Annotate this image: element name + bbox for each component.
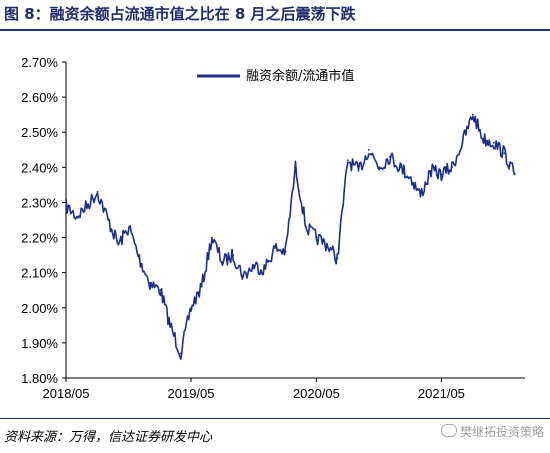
chat-bubble-icon (440, 424, 457, 437)
line-chart: 2.70% 2.60% 2.50% 2.40% 2.30% 2.20% 2.10% 2.00%… (21, 55, 525, 401)
data-point (179, 352, 182, 355)
legend-label: 融资余额/流通市值 (246, 68, 354, 84)
chart-axes (65, 62, 525, 379)
data-point (367, 148, 370, 151)
data-point (253, 264, 256, 267)
data-point (274, 247, 276, 250)
data-point (128, 226, 130, 228)
data-points (65, 113, 516, 355)
data-point (513, 173, 516, 176)
series-line (65, 115, 516, 360)
y-tick-label: 2.70% (21, 55, 58, 70)
data-point (410, 177, 412, 179)
data-point (107, 219, 109, 221)
y-tick-label: 2.20% (21, 231, 58, 246)
legend: 融资余额/流通市值 (197, 68, 354, 84)
data-point (336, 257, 339, 260)
x-axis-ticks: 2018/05 2019/05 2020/05 2021/05 (43, 378, 465, 401)
data-point (378, 166, 381, 169)
data-point (200, 285, 203, 288)
data-point (492, 141, 495, 144)
y-tick-label: 2.60% (21, 90, 58, 105)
title-divider (0, 29, 550, 31)
data-point (221, 261, 224, 263)
data-point (294, 166, 297, 169)
y-tick-label: 2.50% (21, 125, 58, 140)
data-point (263, 268, 266, 271)
data-point (440, 173, 443, 176)
x-tick-label: 2020/05 (293, 386, 340, 401)
y-tick-label: 2.40% (21, 160, 58, 175)
watermark: 樊继拓投资策略 (440, 423, 544, 440)
data-point (242, 275, 245, 278)
data-point (190, 306, 192, 309)
data-point (65, 205, 67, 207)
data-point (232, 254, 235, 256)
y-tick-label: 1.90% (21, 336, 58, 351)
y-tick-label: 2.00% (21, 301, 58, 316)
data-point (357, 169, 360, 172)
data-point (347, 159, 349, 162)
figure-title: 图 8：融资余额占流通市值之比在 8 月之后震荡下跌 (4, 5, 356, 23)
data-point (138, 257, 141, 260)
x-tick-label: 2021/05 (418, 386, 465, 401)
y-tick-label: 2.30% (21, 195, 58, 210)
source-divider (0, 418, 550, 419)
data-point (430, 169, 432, 172)
data-point (305, 226, 307, 228)
data-point (96, 191, 99, 193)
data-point (211, 236, 213, 239)
data-point (315, 236, 318, 239)
data-point (75, 215, 78, 218)
y-axis-ticks: 2.70% 2.60% 2.50% 2.40% 2.30% 2.20% 2.10% 2.00%… (21, 55, 66, 386)
data-point (451, 166, 453, 169)
y-tick-label: 2.10% (21, 266, 58, 281)
source-note: 资料来源：万得，信达证券研发中心 (4, 430, 213, 445)
data-point (482, 138, 485, 141)
x-tick-label: 2018/05 (43, 386, 90, 401)
data-point (326, 243, 328, 246)
data-point (159, 289, 162, 292)
watermark-text: 樊继拓投资策略 (459, 425, 544, 439)
data-point (284, 250, 287, 253)
data-point (399, 166, 402, 169)
data-point (149, 282, 151, 285)
data-point (503, 152, 506, 155)
data-point (388, 155, 391, 158)
x-tick-label: 2019/05 (168, 386, 215, 401)
data-point (117, 243, 120, 246)
data-point (461, 141, 464, 144)
data-point (472, 113, 474, 116)
data-point (169, 324, 172, 327)
data-point (86, 205, 88, 207)
data-point (419, 194, 422, 197)
y-tick-label: 1.80% (21, 371, 58, 386)
